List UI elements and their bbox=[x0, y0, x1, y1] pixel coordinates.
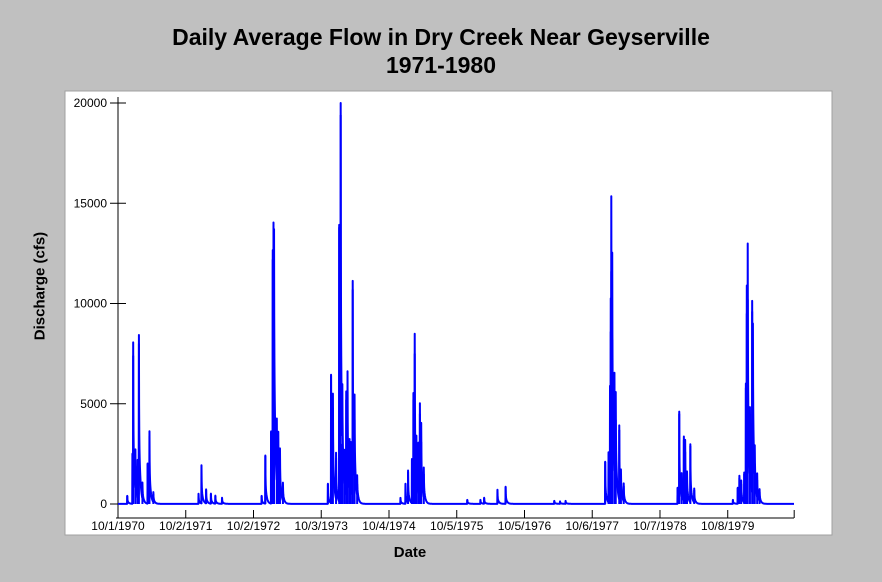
x-tick-label: 10/5/1976 bbox=[498, 519, 552, 533]
x-axis-label: Date bbox=[393, 544, 427, 561]
chart-subtitle: 1971-1980 bbox=[386, 52, 496, 78]
x-tick-label: 10/6/1977 bbox=[566, 519, 620, 533]
y-tick-label: 10000 bbox=[74, 297, 108, 311]
chart-title: Daily Average Flow in Dry Creek Near Gey… bbox=[172, 24, 710, 50]
x-tick-label: 10/8/1979 bbox=[701, 519, 755, 533]
x-tick-label: 10/3/1973 bbox=[295, 519, 349, 533]
y-tick-label: 0 bbox=[100, 497, 107, 511]
x-tick-label: 10/2/1972 bbox=[227, 519, 281, 533]
y-tick-label: 20000 bbox=[74, 96, 108, 110]
plot-area bbox=[64, 90, 833, 536]
discharge-series bbox=[117, 102, 795, 505]
x-tick-label: 10/2/1971 bbox=[159, 519, 213, 533]
x-tick-label: 10/1/1970 bbox=[91, 519, 145, 533]
axes: 0 5000 10000 15000 20000 10/1/1970 10/2/1971 10… bbox=[74, 96, 795, 533]
x-tick-label: 10/5/1975 bbox=[430, 519, 484, 533]
x-tick-label: 10/7/1978 bbox=[633, 519, 687, 533]
y-tick-label: 15000 bbox=[74, 196, 108, 210]
y-tick-label: 5000 bbox=[80, 397, 107, 411]
x-tick-label: 10/4/1974 bbox=[362, 519, 416, 533]
